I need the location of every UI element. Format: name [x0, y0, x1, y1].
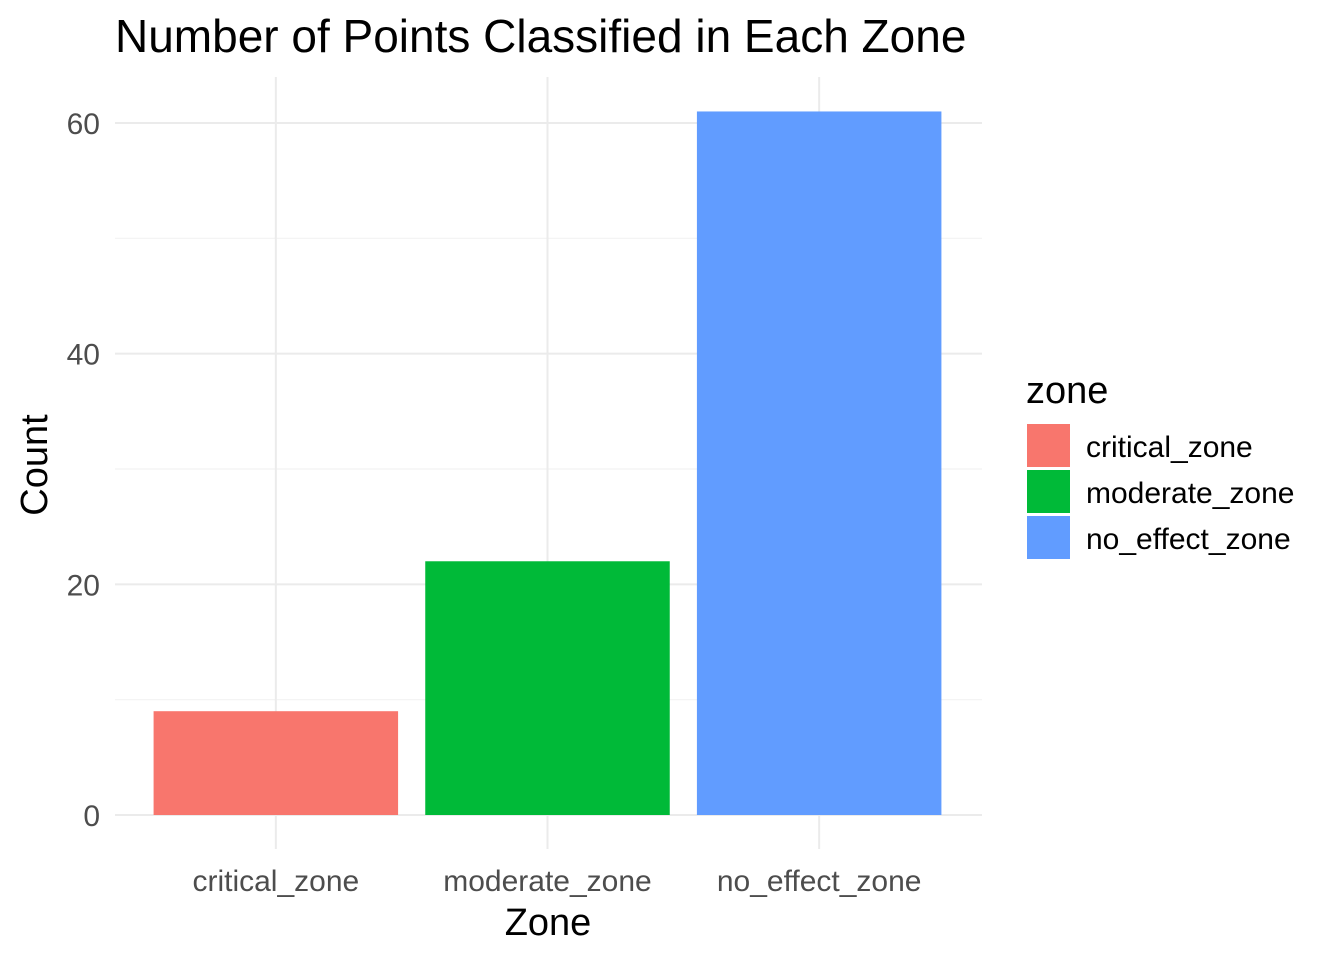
legend-label-moderate_zone: moderate_zone [1086, 477, 1294, 510]
x-tick-label: moderate_zone [443, 865, 651, 898]
legend-label-no_effect_zone: no_effect_zone [1086, 523, 1291, 556]
bar-moderate_zone [425, 561, 670, 815]
x-axis-title: Zone [505, 902, 592, 944]
bar-critical_zone [153, 711, 399, 815]
legend: zone critical_zone moderate_zone no_effect… [1026, 370, 1294, 559]
chart-title: Number of Points Classified in Each Zone [115, 10, 966, 62]
y-axis-title: Count [14, 414, 56, 516]
y-tick-label: 40 [67, 339, 100, 372]
bar-series [153, 111, 942, 815]
legend-swatch-critical_zone [1027, 424, 1070, 467]
x-axis-ticks: critical_zone moderate_zone no_effect_zone [192, 865, 921, 898]
y-tick-label: 60 [67, 108, 100, 141]
legend-items: critical_zone moderate_zone no_effect_zone [1027, 424, 1294, 559]
y-tick-label: 0 [83, 800, 100, 833]
x-tick-label: no_effect_zone [717, 865, 922, 898]
legend-swatch-no_effect_zone [1027, 516, 1070, 559]
legend-label-critical_zone: critical_zone [1086, 431, 1253, 464]
x-tick-label: critical_zone [192, 865, 359, 898]
legend-title: zone [1026, 370, 1108, 412]
legend-swatch-moderate_zone [1027, 470, 1070, 513]
bar-no_effect_zone [696, 111, 942, 815]
y-tick-label: 20 [67, 569, 100, 602]
y-axis-ticks: 0 20 40 60 [67, 108, 100, 833]
